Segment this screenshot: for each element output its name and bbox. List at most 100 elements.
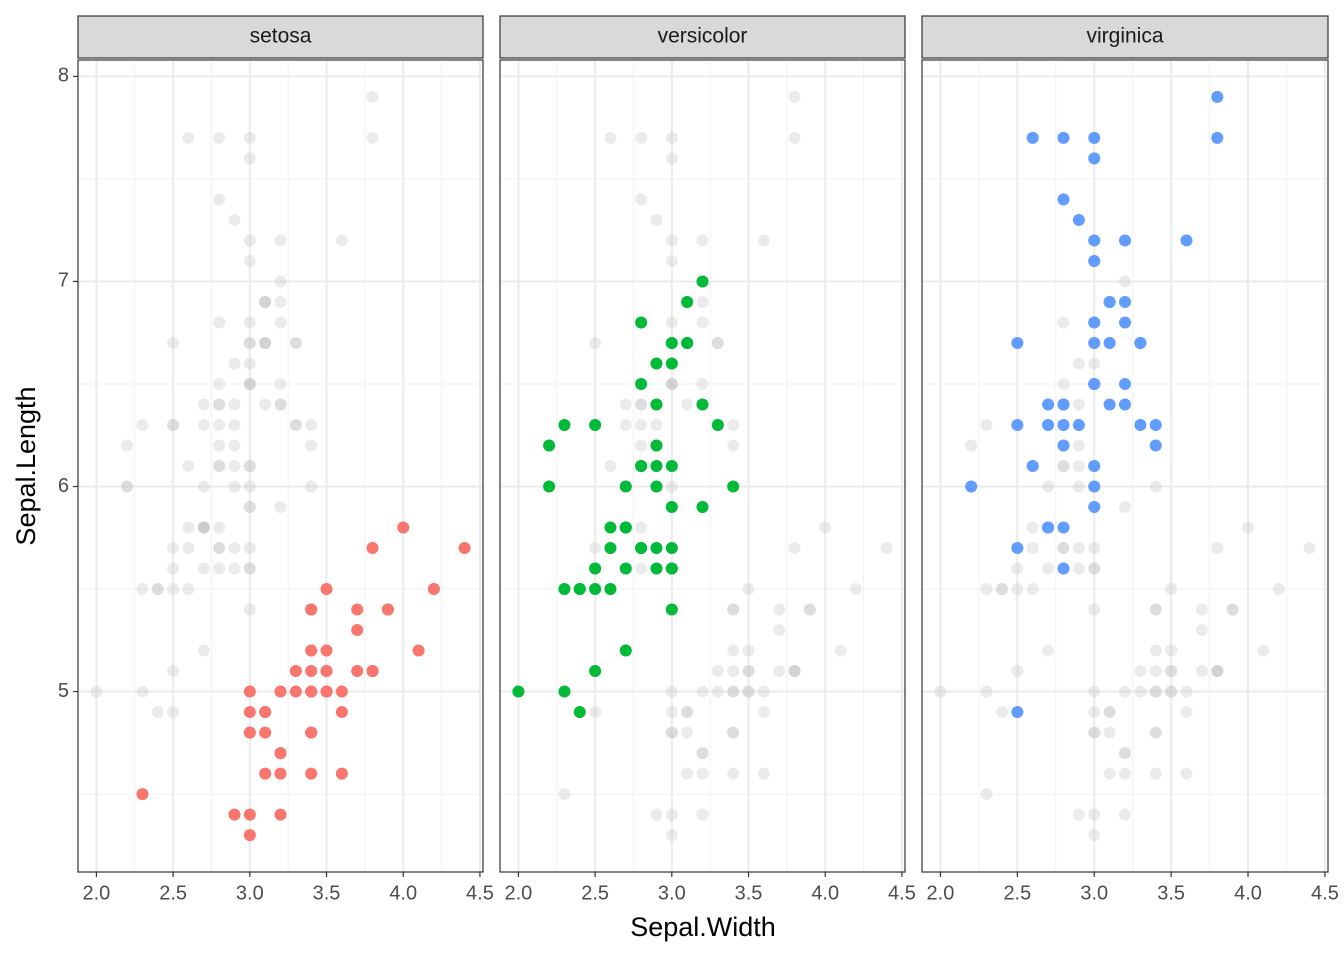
background-point xyxy=(213,439,226,452)
background-point xyxy=(213,562,226,575)
point xyxy=(1057,439,1070,452)
background-point xyxy=(243,562,256,575)
point xyxy=(1180,234,1193,247)
point xyxy=(274,747,287,760)
background-point xyxy=(803,603,816,616)
point xyxy=(351,603,364,616)
background-point xyxy=(727,439,740,452)
background-point xyxy=(1165,665,1178,678)
point xyxy=(305,726,318,739)
background-point xyxy=(243,562,256,575)
background-point xyxy=(182,521,195,534)
y-tick-label: 7 xyxy=(58,270,69,292)
background-point xyxy=(1149,767,1162,780)
x-tick-label: 4.0 xyxy=(1234,882,1262,904)
background-point xyxy=(167,418,180,431)
y-tick-label: 8 xyxy=(58,65,69,87)
background-point xyxy=(665,726,678,739)
background-point xyxy=(711,336,724,349)
point xyxy=(366,665,379,678)
background-point xyxy=(213,398,226,411)
background-point xyxy=(243,336,256,349)
background-point xyxy=(604,460,617,472)
point xyxy=(619,521,632,534)
background-point xyxy=(1119,808,1131,821)
point xyxy=(305,685,318,698)
background-point xyxy=(665,726,678,739)
background-point xyxy=(773,603,786,616)
background-point xyxy=(243,152,256,165)
background-point xyxy=(1057,460,1070,472)
background-point xyxy=(197,398,210,411)
background-point xyxy=(635,398,648,411)
facet-strip xyxy=(499,15,906,59)
background-point xyxy=(167,562,180,575)
background-point xyxy=(274,501,287,514)
point xyxy=(243,685,256,698)
background-point xyxy=(243,542,256,555)
background-point xyxy=(274,316,287,329)
background-point xyxy=(665,234,678,247)
background-point xyxy=(136,685,149,698)
point xyxy=(665,357,678,370)
point xyxy=(1057,193,1070,206)
point xyxy=(727,480,740,493)
x-tick-label: 2.5 xyxy=(1003,882,1031,904)
background-point xyxy=(305,439,318,452)
point xyxy=(1057,398,1070,411)
background-point xyxy=(1026,521,1039,534)
background-point xyxy=(635,562,648,575)
background-point xyxy=(228,460,241,472)
y-tick-label: 5 xyxy=(58,680,69,702)
background-point xyxy=(681,767,694,780)
background-point xyxy=(635,398,648,411)
point xyxy=(619,644,632,657)
background-point xyxy=(243,377,256,390)
point xyxy=(665,542,678,555)
background-point xyxy=(1303,542,1316,555)
background-point xyxy=(213,398,226,411)
point xyxy=(604,542,617,555)
background-point xyxy=(274,377,287,390)
x-tick-label: 3.0 xyxy=(236,882,264,904)
background-point xyxy=(995,583,1008,596)
point xyxy=(1072,418,1085,431)
background-point xyxy=(757,706,770,719)
background-point xyxy=(1072,542,1085,555)
background-point xyxy=(1226,603,1239,616)
background-point xyxy=(243,377,256,390)
background-point xyxy=(243,131,256,144)
point xyxy=(650,357,663,370)
background-point xyxy=(880,542,893,555)
background-point xyxy=(197,480,210,493)
background-point xyxy=(1026,542,1039,555)
point xyxy=(650,460,663,472)
point xyxy=(589,562,602,575)
y-axis-title: Sepal.Length xyxy=(11,386,41,545)
point xyxy=(351,624,364,637)
background-point xyxy=(243,460,256,472)
background-point xyxy=(635,131,648,144)
background-point xyxy=(742,685,755,698)
point xyxy=(1119,398,1131,411)
point xyxy=(512,685,525,698)
background-point xyxy=(1272,583,1285,596)
background-point xyxy=(289,418,302,431)
facet-strip xyxy=(921,15,1329,59)
background-point xyxy=(274,398,287,411)
background-point xyxy=(197,644,210,657)
background-point xyxy=(274,234,287,247)
point xyxy=(351,665,364,678)
background-point xyxy=(1165,583,1178,596)
background-point xyxy=(213,460,226,472)
x-tick-label: 3.0 xyxy=(1080,882,1108,904)
background-point xyxy=(1088,542,1101,555)
background-point xyxy=(167,706,180,719)
background-point xyxy=(980,418,993,431)
background-point xyxy=(1257,644,1270,657)
x-tick-label: 2.0 xyxy=(83,882,111,904)
background-point xyxy=(1072,808,1085,821)
background-point xyxy=(1195,624,1208,637)
background-point xyxy=(289,336,302,349)
background-point xyxy=(1103,706,1116,719)
